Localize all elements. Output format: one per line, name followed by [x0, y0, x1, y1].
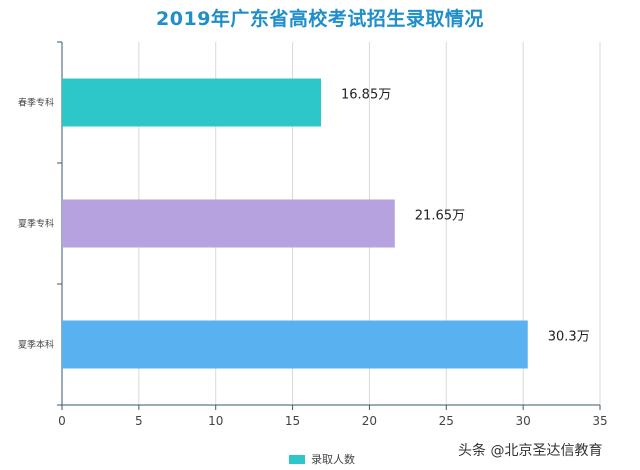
x-tick-label: 25: [439, 414, 454, 428]
legend-label: 录取人数: [311, 453, 355, 466]
x-tick-label: 20: [362, 414, 377, 428]
y-tick-label: 夏季本科: [18, 339, 54, 351]
x-tick-label: 10: [208, 414, 223, 428]
y-tick-label: 夏季专科: [18, 218, 54, 230]
x-tick-label: 35: [592, 414, 607, 428]
data-label: 30.3万: [548, 330, 590, 345]
legend-swatch: [289, 454, 305, 464]
x-tick-label: 30: [516, 414, 531, 428]
legend[interactable]: 录取人数: [289, 451, 355, 467]
bar: [62, 199, 395, 248]
bar: [62, 78, 322, 127]
bar: [62, 320, 528, 369]
x-tick-label: 0: [58, 414, 66, 428]
watermark: 头条 @北京圣达信教育: [458, 443, 603, 459]
y-tick-label: 春季专科: [18, 97, 54, 109]
chart-title: 2019年广东省高校考试招生录取情况: [156, 8, 484, 30]
data-label: 21.65万: [415, 209, 465, 224]
data-label: 16.85万: [341, 88, 391, 103]
x-tick-label: 15: [285, 414, 300, 428]
x-tick-label: 5: [135, 414, 143, 428]
